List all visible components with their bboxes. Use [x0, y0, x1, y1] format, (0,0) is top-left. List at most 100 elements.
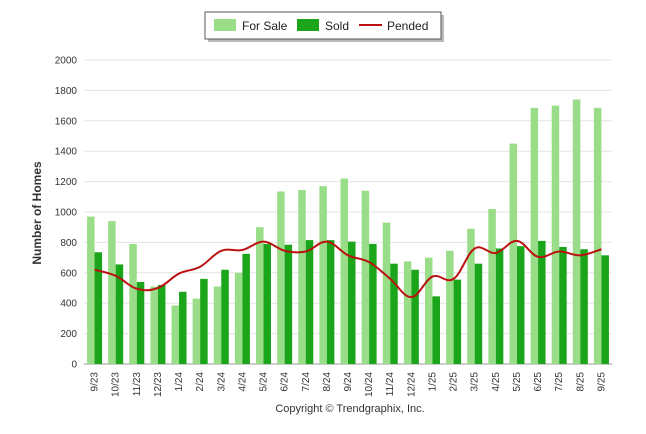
x-tick-label: 7/25 — [554, 372, 565, 392]
bar-for-sale — [213, 286, 222, 364]
y-tick-label: 1200 — [55, 177, 78, 188]
x-tick-label: 9/24 — [343, 372, 354, 392]
bar-sold — [601, 255, 609, 364]
bar-for-sale — [530, 107, 539, 364]
x-tick-label: 9/23 — [90, 372, 101, 392]
bar-sold — [115, 264, 124, 364]
bar-for-sale — [108, 221, 116, 364]
bar-sold — [538, 240, 546, 364]
bar-sold — [179, 291, 187, 364]
bar-for-sale — [298, 189, 306, 364]
bar-for-sale — [171, 305, 180, 364]
x-tick-label: 6/24 — [280, 372, 291, 392]
x-tick-label: 10/24 — [364, 372, 375, 397]
bar-for-sale — [382, 222, 391, 364]
y-tick-label: 2000 — [55, 56, 78, 67]
bar-for-sale — [572, 99, 581, 365]
bar-for-sale — [277, 191, 285, 364]
bar-for-sale — [234, 272, 243, 364]
y-tick-labels: 0 200 400 600 800 1000 1200 1400 1600 1800 2000 — [55, 56, 78, 371]
bar-sold — [94, 252, 103, 364]
bar-for-sale — [256, 227, 264, 364]
x-tick-label: 5/25 — [512, 372, 523, 392]
bar-sold — [453, 279, 462, 364]
legend-label-sold: Sold — [325, 19, 349, 33]
y-axis-label: Number of Homes — [30, 161, 44, 265]
bar-for-sale — [509, 143, 517, 364]
x-tick-label: 3/24 — [216, 372, 227, 392]
x-tick-labels: 9/23 10/23 11/23 12/23 1/24 2/24 3/24 4/24 5/24 6… — [90, 372, 608, 397]
copyright: Copyright © Trendgraphix, Inc. — [275, 403, 424, 415]
bar-for-sale — [192, 298, 201, 364]
bar-sold — [242, 253, 250, 364]
bar-sold — [432, 296, 440, 364]
y-tick-label: 1400 — [55, 147, 78, 158]
bar-for-sale — [424, 257, 433, 364]
bar-sold — [580, 249, 588, 364]
pended-line-group — [94, 239, 602, 299]
x-tick-label: 2/24 — [195, 372, 206, 392]
x-tick-label: 10/23 — [111, 372, 122, 397]
x-tick-label: 8/24 — [322, 372, 333, 392]
legend-swatch-for-sale — [214, 19, 236, 31]
y-tick-label: 1800 — [55, 86, 78, 97]
x-tick-label: 6/25 — [533, 372, 544, 392]
bar-sold — [474, 263, 483, 364]
bar-sold — [369, 243, 377, 364]
x-tick-label: 9/25 — [596, 372, 607, 392]
y-tick-label: 200 — [60, 329, 77, 340]
bar-sold — [495, 248, 504, 364]
x-tick-label: 1/24 — [174, 372, 185, 392]
x-tick-label: 12/24 — [406, 372, 417, 397]
bar-for-sale — [593, 107, 602, 364]
bar-for-sale — [361, 190, 370, 364]
bar-sold — [348, 241, 356, 364]
bar-for-sale — [340, 178, 348, 364]
bar-for-sale — [403, 261, 412, 364]
bar-for-sale — [129, 243, 137, 364]
bar-sold — [305, 240, 314, 364]
bar-sold — [326, 240, 335, 364]
bar-for-sale — [446, 250, 454, 364]
x-tick-label: 2/25 — [449, 372, 460, 392]
legend-swatch-sold — [297, 19, 319, 31]
x-tick-label: 5/24 — [259, 372, 270, 392]
legend-label-pended: Pended — [387, 19, 428, 33]
y-tick-label: 400 — [60, 299, 77, 310]
bar-for-sale — [467, 228, 475, 364]
legend: For Sale Sold Pended — [204, 11, 444, 42]
x-tick-label: 3/25 — [470, 372, 481, 392]
bar-for-sale — [87, 216, 95, 364]
y-tick-label: 600 — [60, 268, 77, 279]
x-tick-label: 4/25 — [491, 372, 502, 392]
legend-label-for-sale: For Sale — [242, 19, 288, 33]
bar-sold — [263, 243, 272, 364]
bar-sold — [559, 246, 567, 364]
y-tick-label: 0 — [71, 360, 77, 371]
bar-sold — [200, 278, 208, 364]
pended-line — [94, 239, 602, 299]
bar-sold — [411, 269, 419, 364]
legend-box — [204, 11, 442, 40]
bar-sold — [157, 284, 166, 364]
bar-sold — [221, 269, 229, 364]
bar-for-sale — [150, 286, 158, 364]
bar-sold — [136, 281, 145, 364]
y-tick-label: 1000 — [55, 208, 78, 219]
x-tick-label: 11/24 — [385, 372, 396, 397]
bar-sold — [284, 244, 293, 364]
y-tick-label: 1600 — [55, 116, 78, 127]
x-tick-label: 8/25 — [575, 372, 586, 392]
x-tick-label: 11/23 — [132, 372, 143, 397]
bar-for-sale — [319, 186, 327, 364]
bars — [87, 99, 609, 365]
x-tick-label: 7/24 — [301, 372, 312, 392]
x-tick-label: 1/25 — [427, 372, 438, 392]
bar-sold — [516, 246, 525, 364]
bar-for-sale — [551, 105, 560, 364]
bar-sold — [390, 263, 398, 364]
y-tick-label: 800 — [60, 238, 77, 249]
x-tick-label: 4/24 — [237, 372, 248, 392]
bar-for-sale — [488, 208, 496, 364]
